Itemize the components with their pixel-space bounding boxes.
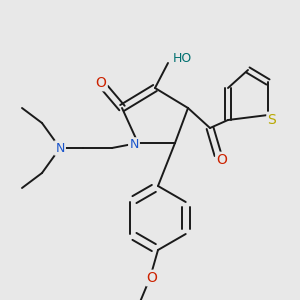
Text: N: N <box>55 142 65 154</box>
Text: O: O <box>96 76 106 90</box>
Text: N: N <box>129 139 139 152</box>
Text: O: O <box>147 271 158 285</box>
Text: S: S <box>268 113 276 127</box>
Text: HO: HO <box>173 52 192 64</box>
Text: O: O <box>217 153 227 167</box>
